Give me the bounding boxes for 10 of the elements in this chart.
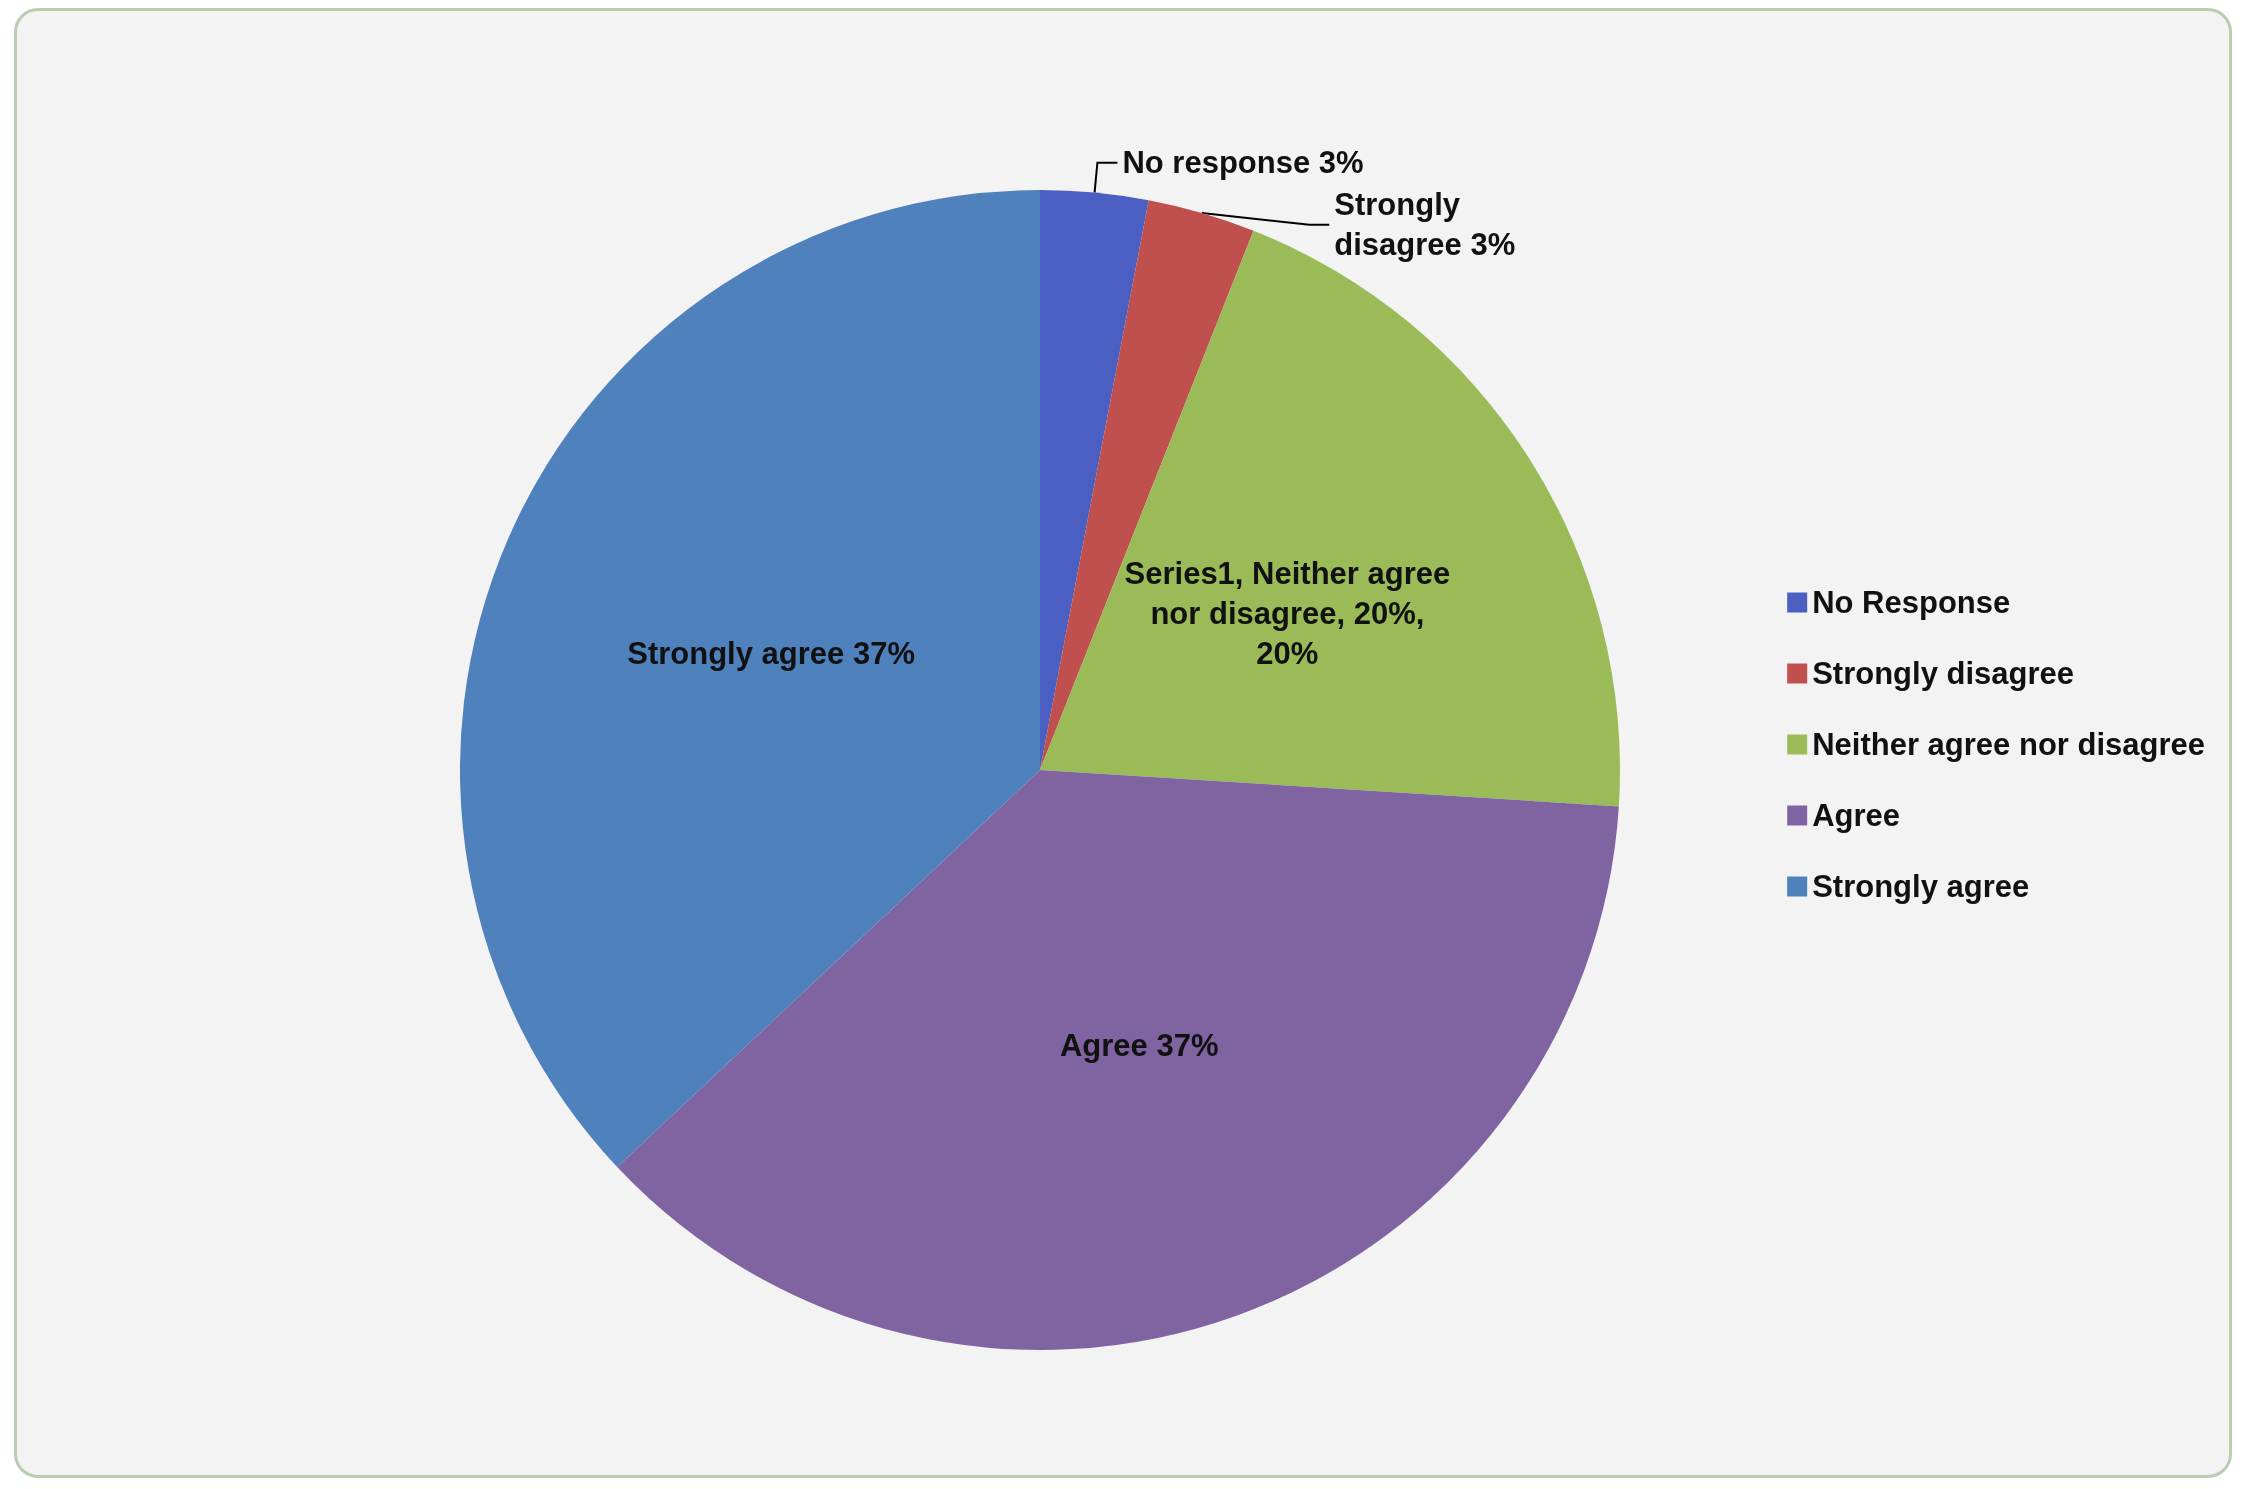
legend-label: Strongly agree — [1812, 869, 2030, 904]
legend-label: No Response — [1812, 585, 2011, 620]
data-label: No response 3% — [1122, 145, 1364, 181]
legend-label: Agree — [1812, 798, 1901, 833]
data-label: Strongly disagree 3% — [1334, 187, 1516, 263]
legend-label: Strongly disagree — [1812, 656, 2075, 691]
data-label: Series1, Neither agree nor disagree, 20%, 20% — [1124, 555, 1451, 671]
data-label: Agree 37% — [1059, 1028, 1219, 1064]
data-label: Strongly agree 37% — [627, 636, 915, 672]
legend-label: Neither agree nor disagree — [1812, 727, 2206, 762]
